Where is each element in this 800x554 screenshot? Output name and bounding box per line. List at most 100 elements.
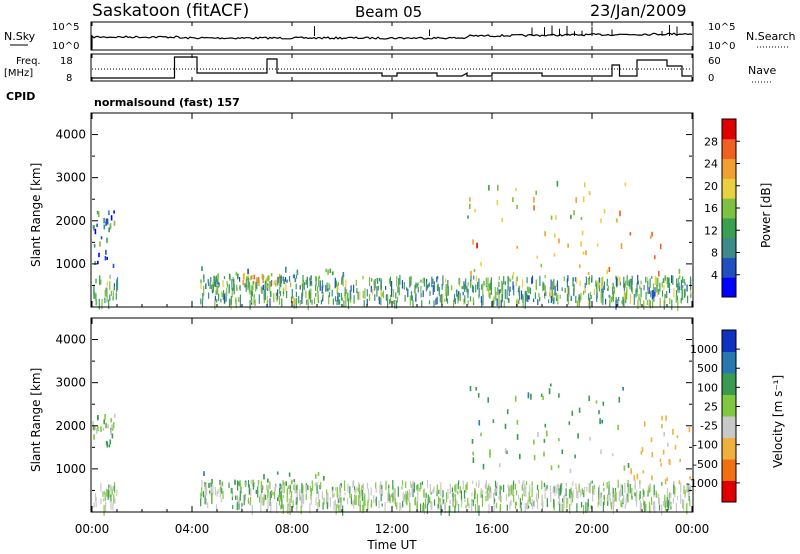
data-cell bbox=[93, 425, 96, 430]
noise-spikes bbox=[314, 24, 678, 36]
colorbar-tick-label: 25 bbox=[704, 400, 718, 413]
data-cell bbox=[361, 490, 363, 501]
data-cell bbox=[619, 282, 621, 286]
data-cell bbox=[226, 287, 228, 296]
data-cell bbox=[531, 481, 533, 486]
data-cell bbox=[219, 487, 221, 498]
data-cell bbox=[390, 295, 392, 304]
data-cell bbox=[495, 488, 497, 492]
data-cell bbox=[558, 393, 560, 398]
data-cell bbox=[310, 498, 312, 505]
data-cell bbox=[336, 486, 338, 498]
data-cell bbox=[666, 497, 668, 508]
data-cell bbox=[473, 275, 475, 280]
data-cell bbox=[549, 289, 551, 298]
data-cell bbox=[407, 288, 409, 298]
data-cell bbox=[643, 490, 645, 497]
data-cell bbox=[417, 286, 419, 293]
data-cell bbox=[270, 501, 272, 513]
data-cell bbox=[666, 277, 668, 285]
data-cell bbox=[528, 491, 530, 502]
data-cell bbox=[559, 294, 561, 299]
data-cell bbox=[342, 505, 344, 516]
data-cell bbox=[488, 283, 490, 292]
data-cell bbox=[616, 278, 618, 287]
colorbar-swatch bbox=[722, 394, 736, 417]
data-cell bbox=[325, 268, 327, 273]
data-cell bbox=[612, 291, 614, 302]
data-cell bbox=[361, 485, 363, 489]
data-cell bbox=[97, 211, 100, 218]
data-cell bbox=[680, 493, 682, 504]
data-cell bbox=[675, 290, 678, 300]
data-cell bbox=[394, 498, 397, 507]
data-cell bbox=[217, 489, 219, 494]
data-cell bbox=[409, 276, 411, 288]
data-cell bbox=[414, 498, 416, 506]
data-cell bbox=[200, 279, 202, 284]
power-ylabel: Slant Range [km] bbox=[29, 163, 43, 267]
data-cell bbox=[557, 464, 560, 469]
freq-label-line1: Freq. bbox=[16, 56, 41, 67]
data-cell bbox=[472, 239, 474, 245]
data-cell bbox=[544, 285, 546, 293]
data-cell bbox=[609, 295, 611, 303]
data-cell bbox=[290, 282, 292, 288]
data-cell bbox=[688, 487, 690, 496]
data-cell bbox=[602, 501, 604, 512]
data-cell bbox=[113, 285, 115, 291]
data-cell bbox=[482, 285, 484, 295]
data-cell bbox=[571, 410, 574, 416]
data-cell bbox=[504, 448, 507, 454]
data-cell bbox=[112, 423, 115, 429]
data-cell bbox=[406, 287, 408, 291]
data-cell bbox=[620, 483, 622, 488]
data-cell bbox=[108, 484, 110, 488]
data-cell bbox=[318, 499, 321, 508]
data-cell bbox=[600, 449, 602, 455]
data-cell bbox=[305, 290, 307, 298]
data-cell bbox=[504, 289, 506, 300]
data-cell bbox=[263, 289, 265, 300]
data-cell bbox=[281, 499, 283, 509]
data-cell bbox=[203, 285, 205, 296]
data-cell bbox=[526, 286, 528, 293]
data-cell bbox=[301, 483, 303, 494]
data-cell bbox=[556, 280, 559, 292]
data-cell bbox=[267, 478, 269, 483]
data-cell bbox=[279, 296, 281, 305]
data-cell bbox=[318, 491, 320, 501]
data-cell bbox=[416, 283, 418, 288]
data-cell bbox=[269, 280, 271, 292]
data-cell bbox=[420, 279, 422, 283]
data-cell bbox=[362, 504, 364, 514]
data-cell bbox=[397, 486, 399, 497]
power-data bbox=[92, 180, 692, 311]
data-cell bbox=[436, 276, 438, 283]
data-cell bbox=[389, 495, 391, 504]
data-cell bbox=[508, 487, 510, 492]
data-cell bbox=[385, 480, 387, 490]
data-cell bbox=[512, 485, 514, 497]
data-cell bbox=[605, 298, 607, 305]
data-cell bbox=[205, 283, 207, 289]
data-cell bbox=[471, 439, 474, 444]
freq-panel-frame bbox=[90, 53, 694, 82]
data-cell bbox=[603, 499, 606, 505]
data-cell bbox=[436, 296, 438, 305]
data-cell bbox=[601, 419, 603, 424]
data-cell bbox=[326, 499, 328, 509]
data-cell bbox=[354, 494, 356, 505]
data-cell bbox=[661, 290, 664, 297]
data-cell bbox=[475, 482, 477, 487]
data-cell bbox=[599, 418, 601, 425]
data-cell bbox=[438, 489, 440, 494]
data-cell bbox=[559, 502, 561, 512]
data-cell bbox=[474, 490, 476, 495]
data-cell bbox=[456, 500, 458, 506]
data-cell bbox=[236, 287, 238, 291]
data-cell bbox=[522, 279, 524, 288]
data-cell bbox=[619, 488, 622, 497]
data-cell bbox=[225, 292, 227, 302]
